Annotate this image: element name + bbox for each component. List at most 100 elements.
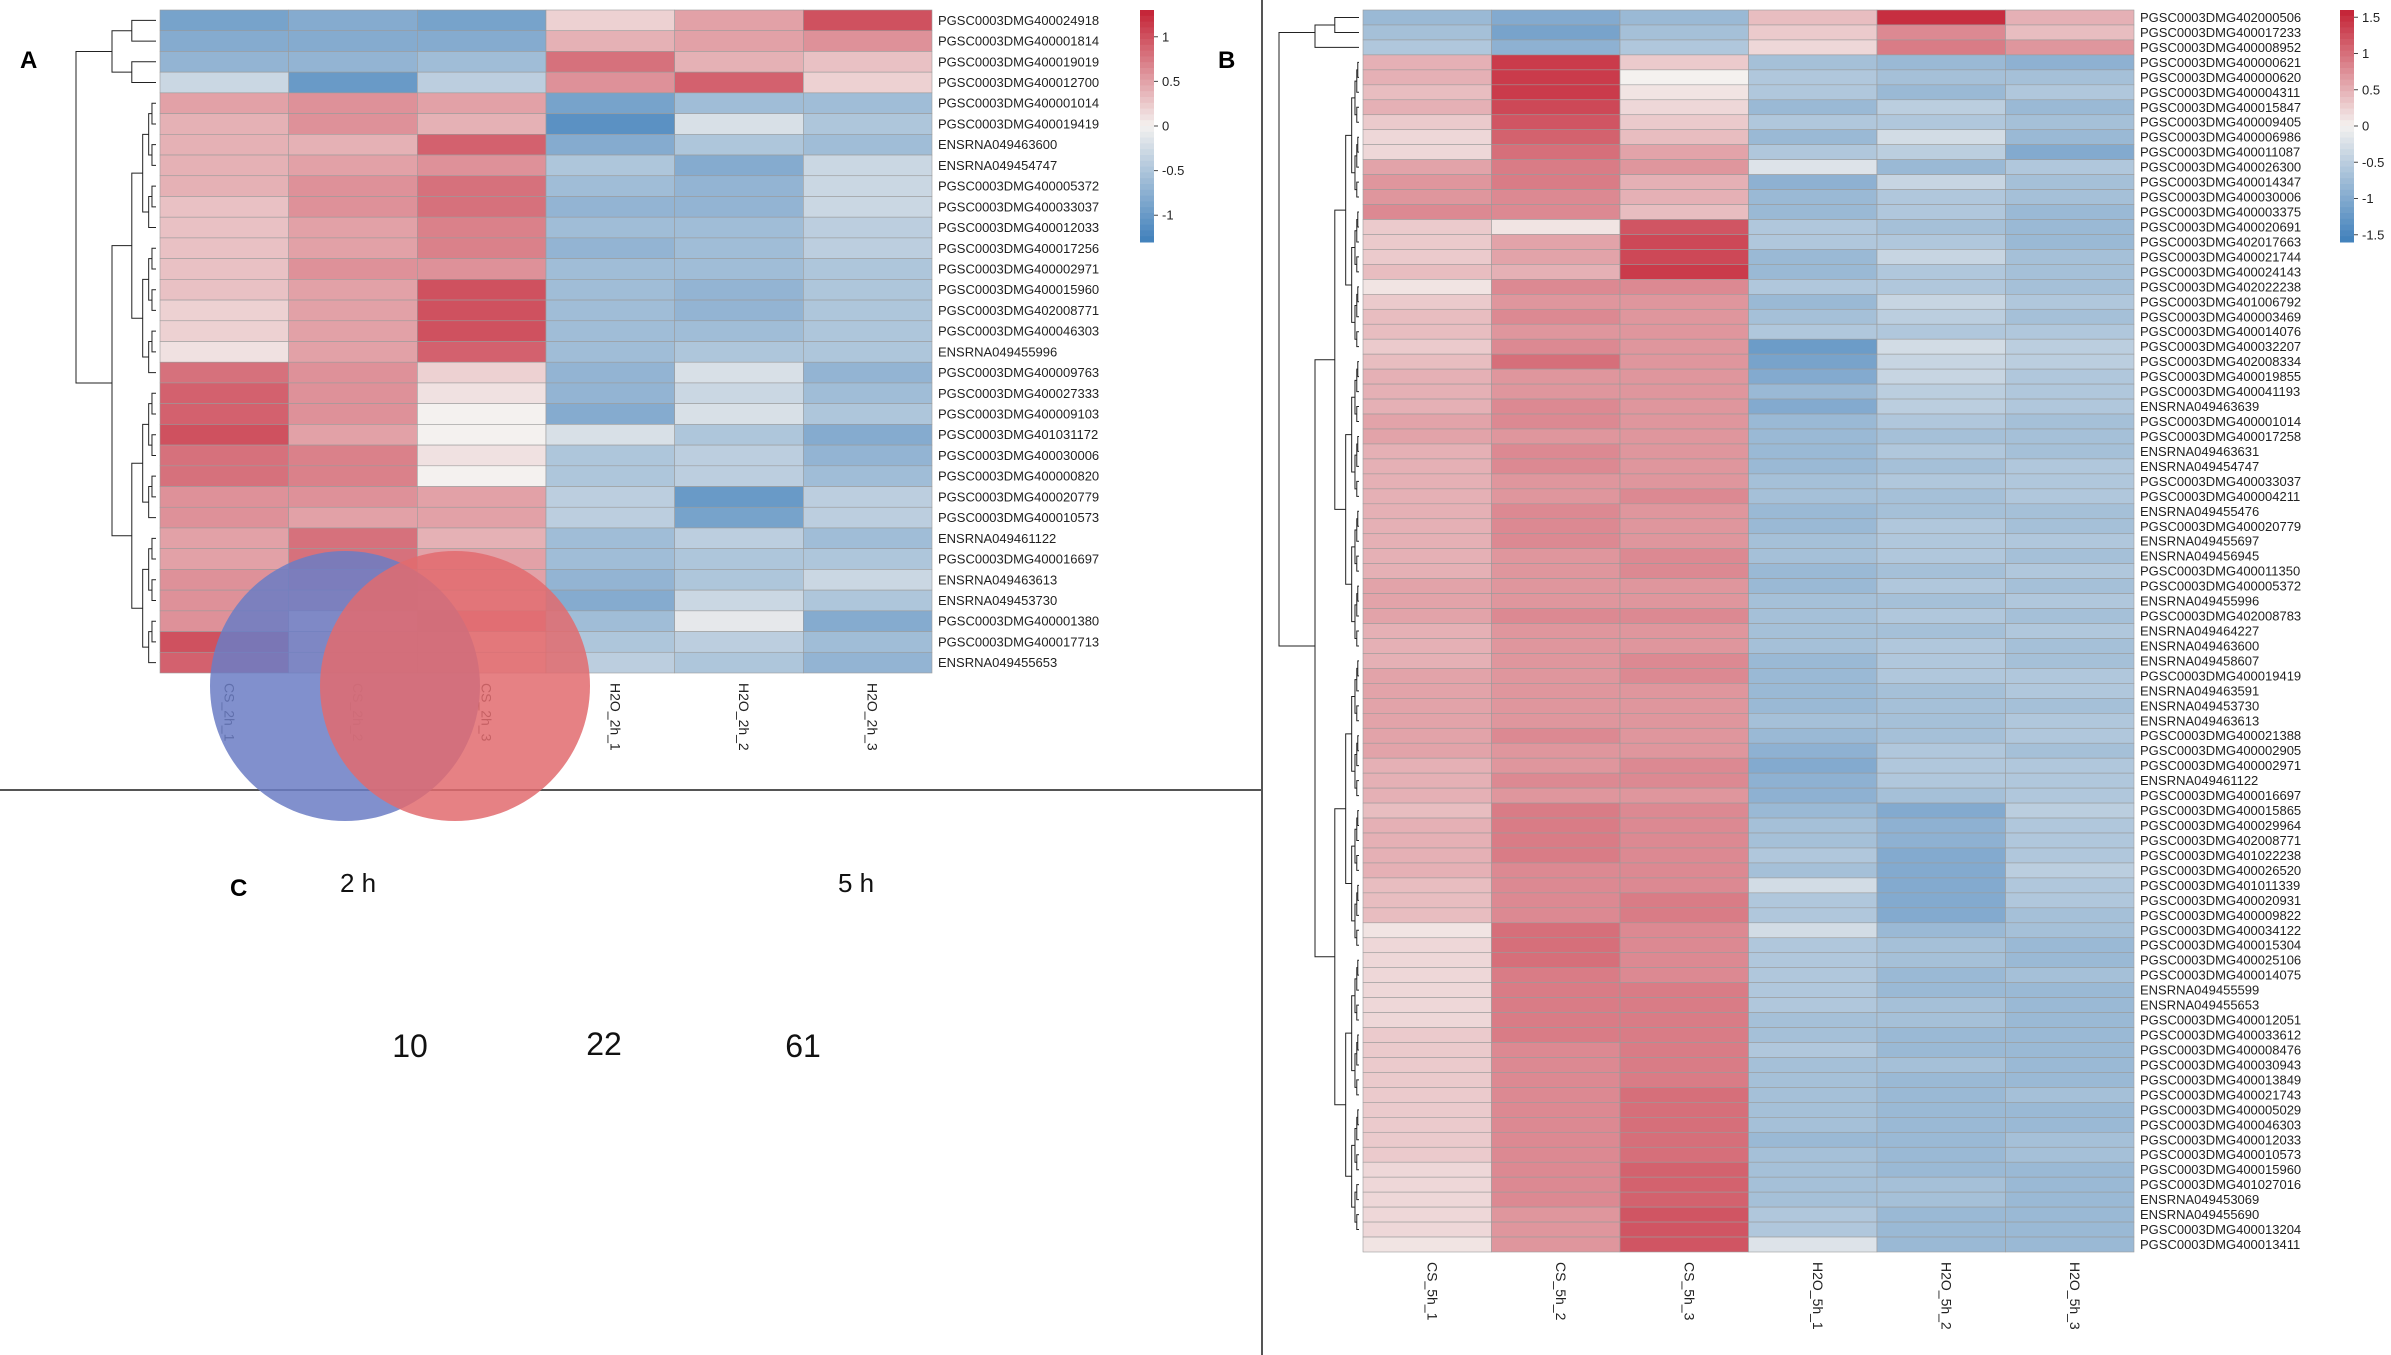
heatmap-row-label: PGSC0003DMG400030006: [938, 448, 1099, 463]
dendrogram-branch: [1356, 1116, 1359, 1141]
dendrogram-root: [75, 50, 112, 384]
heatmap-cell: [674, 651, 804, 674]
heatmap-row-label: ENSRNA049463631: [2140, 444, 2259, 459]
heatmap-cell: [1362, 698, 1492, 714]
heatmap-cell: [2005, 1012, 2135, 1028]
heatmap-cell: [1491, 623, 1621, 639]
dendrogram-branch: [151, 392, 156, 415]
heatmap-cell: [1491, 114, 1621, 131]
heatmap-cell: [1876, 578, 2006, 594]
heatmap-cell: [1491, 937, 1621, 954]
heatmap-cell: [545, 382, 675, 404]
heatmap-cell: [2005, 1191, 2135, 1208]
heatmap-row-label: PGSC0003DMG400003469: [2140, 309, 2301, 324]
heatmap-cell: [1362, 428, 1492, 445]
dendrogram-branch: [1356, 854, 1359, 871]
heatmap-cell: [1362, 518, 1492, 535]
heatmap-cell: [2005, 69, 2135, 86]
heatmap-cell: [2005, 488, 2135, 505]
venn-label-2h: 2 h: [340, 868, 376, 898]
heatmap-cell: [1491, 473, 1621, 490]
heatmap-cell: [159, 465, 289, 487]
heatmap-cell: [1362, 1221, 1492, 1238]
heatmap-cell: [159, 444, 289, 467]
heatmap-cell: [545, 506, 675, 529]
heatmap-cell: [545, 154, 675, 177]
heatmap-cell: [674, 403, 804, 425]
heatmap-cell: [2005, 1027, 2135, 1043]
heatmap-cell: [2005, 503, 2135, 520]
heatmap-cell: [1619, 39, 1749, 56]
heatmap-cell: [2005, 862, 2135, 879]
heatmap-cell: [803, 382, 933, 404]
heatmap-cell: [1362, 892, 1492, 909]
heatmap-cell: [1876, 1102, 2006, 1118]
heatmap-cell: [674, 610, 804, 632]
panel-letter-c: C: [230, 875, 247, 902]
heatmap-cell: [1491, 608, 1621, 624]
colorbar-segment: [1140, 114, 1154, 121]
heatmap-row-label: PGSC0003DMG400008476: [2140, 1042, 2301, 1057]
heatmap-cell: [159, 175, 289, 197]
heatmap-row-label: ENSRNA049454747: [2140, 459, 2259, 474]
heatmap-cell: [2005, 323, 2135, 340]
heatmap-cell: [674, 154, 804, 177]
heatmap-cell: [1619, 473, 1749, 490]
heatmap-cell: [159, 9, 289, 32]
heatmap-cell: [2005, 892, 2135, 909]
heatmap-row-label: PGSC0003DMG400006986: [2140, 130, 2301, 145]
heatmap-cell: [1876, 114, 2006, 131]
heatmap-cell: [2005, 922, 2135, 939]
dendrogram-branch: [1357, 361, 1359, 378]
heatmap-cell: [1876, 1131, 2006, 1148]
heatmap-cell: [1748, 69, 1878, 86]
heatmap-cell: [1362, 159, 1492, 175]
heatmap-cell: [1876, 982, 2006, 998]
heatmap-cell: [1748, 967, 1878, 983]
heatmap-cell: [545, 30, 675, 52]
heatmap-row-label: PGSC0003DMG400019019: [938, 54, 1099, 69]
heatmap-cell: [1748, 892, 1878, 909]
heatmap-cell: [545, 51, 675, 73]
colorbar-segment: [1140, 79, 1154, 86]
heatmap-cell: [1748, 1176, 1878, 1193]
colorbar-segment: [1140, 166, 1154, 173]
heatmap-cell: [417, 299, 547, 322]
colorbar-tick-label: -1: [2362, 191, 2374, 206]
heatmap-cell: [803, 258, 933, 280]
dendrogram-branch: [1351, 247, 1355, 323]
heatmap-cell: [2005, 817, 2135, 834]
colorbar-segment: [2340, 201, 2354, 208]
heatmap-cell: [1491, 99, 1621, 116]
heatmap-cell: [1619, 458, 1749, 475]
heatmap-b: PGSC0003DMG402000506PGSC0003DMG400017233…: [1278, 9, 2384, 1330]
dendrogram-branch: [1356, 1184, 1359, 1201]
heatmap-cell: [1619, 623, 1749, 639]
dendrogram-branch: [1356, 1004, 1359, 1021]
heatmap-row-label: ENSRNA049456945: [2140, 549, 2259, 564]
heatmap-cell: [1876, 39, 2006, 56]
heatmap-cell: [1748, 1087, 1878, 1103]
heatmap-row-label: ENSRNA049463613: [2140, 713, 2259, 728]
dendrogram-branch: [1356, 480, 1359, 497]
heatmap-cell: [1362, 683, 1492, 699]
heatmap-cell: [1362, 1191, 1492, 1208]
heatmap-cell: [1362, 264, 1492, 280]
heatmap-cell: [1876, 488, 2006, 505]
heatmap-cell: [1619, 578, 1749, 594]
heatmap-cell: [159, 196, 289, 218]
heatmap-cell: [2005, 1057, 2135, 1073]
heatmap-row-label: ENSRNA049455476: [2140, 504, 2259, 519]
colorbar-segment: [1140, 236, 1154, 243]
colorbar-segment: [2340, 166, 2354, 173]
heatmap-cell: [1876, 563, 2006, 579]
heatmap-cell: [1362, 1117, 1492, 1133]
heatmap-cell: [1748, 997, 1878, 1013]
heatmap-cell: [1362, 323, 1492, 340]
heatmap-cell: [1362, 787, 1492, 804]
heatmap-cell: [159, 320, 289, 342]
heatmap-row-label: PGSC0003DMG400008952: [2140, 40, 2301, 55]
heatmap-cell: [417, 51, 547, 73]
heatmap-cell: [1491, 219, 1621, 235]
heatmap-a-cells: [159, 9, 933, 674]
